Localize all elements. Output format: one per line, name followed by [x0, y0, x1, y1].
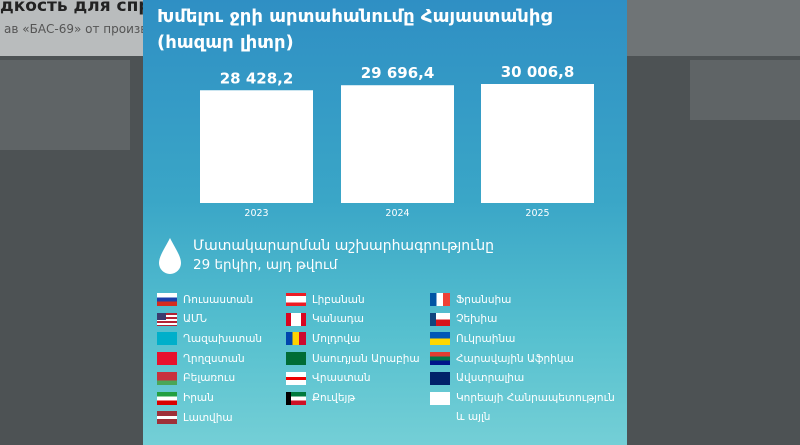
x-tick-label: 2024 — [385, 208, 409, 219]
country-name: Ուկրաինա — [456, 332, 516, 345]
value-label: 30 006,8 — [501, 63, 575, 81]
country-name: Քուվեյթ — [312, 392, 356, 404]
headline: дкость для спр — [0, 0, 151, 16]
flag — [157, 293, 177, 306]
flag — [286, 312, 306, 326]
flag — [430, 312, 450, 326]
flag — [286, 293, 306, 306]
flag — [430, 371, 450, 385]
country-name: Իրան — [183, 392, 214, 404]
country-name: Ղազախստան — [183, 332, 263, 345]
country-name: Սաուդյան Արաբիա — [312, 352, 420, 365]
country-name: Կորեայի Հանրապետություն և այլն — [456, 391, 615, 423]
country-name: Ֆրանսիա — [456, 293, 512, 306]
bar — [341, 85, 454, 203]
blurred-image — [690, 60, 800, 120]
drop-icon — [159, 238, 181, 274]
page-header: дкость для спр ав «БАС-69» от произве — [0, 0, 155, 56]
x-tick-label: 2023 — [244, 208, 268, 219]
flag — [430, 332, 450, 346]
flag — [286, 352, 306, 366]
country-name: Ղրղզստան — [183, 352, 245, 365]
supply-heading: Մատակարարման աշխարհագրությունը — [193, 238, 494, 254]
x-tick-label: 2025 — [525, 208, 549, 219]
flag — [157, 371, 177, 385]
flag — [157, 332, 177, 346]
chart-title: Խմելու ջրի արտահանումը Հայաստանից (հազար… — [157, 6, 552, 53]
bar — [481, 84, 594, 203]
flag — [286, 332, 306, 346]
country-name: Ավստրալիա — [456, 372, 525, 385]
country-name: Կանադա — [312, 313, 364, 326]
flag — [157, 391, 177, 405]
flag — [286, 371, 306, 385]
country-name: Լատվիա — [183, 411, 233, 424]
value-label: 29 696,4 — [361, 64, 435, 82]
country-name: Վրաստան — [312, 372, 371, 385]
country-name: Լիբանան — [312, 293, 365, 306]
flag — [157, 352, 177, 366]
country-name: Բելառուս — [183, 372, 236, 385]
blurred-image — [0, 60, 130, 150]
country-name: Մոլդովա — [312, 332, 361, 345]
flag — [430, 293, 450, 306]
flag — [430, 352, 450, 366]
page-header-right — [627, 0, 800, 56]
flag — [430, 391, 450, 405]
value-label: 28 428,2 — [220, 69, 294, 87]
chart: 28 428,2 2023 29 696,4 2024 30 006,8 2025 — [159, 63, 594, 274]
country-name: Հարավային Աֆրիկա — [456, 352, 574, 365]
flag — [286, 391, 306, 405]
flag — [157, 312, 177, 326]
infographic: Խմելու ջրի արտահանումը Հայաստանից (հազար… — [143, 0, 627, 445]
country-name: ԱՄՆ — [183, 313, 208, 326]
flag — [157, 411, 177, 425]
subline: ав «БАС-69» от произве — [4, 22, 155, 36]
supply-subheading: 29 երկիր, այդ թվում — [193, 257, 338, 273]
country-name: Ռուսաստան — [183, 293, 254, 306]
country-name: Չեխիա — [456, 313, 498, 326]
bar — [200, 90, 313, 203]
